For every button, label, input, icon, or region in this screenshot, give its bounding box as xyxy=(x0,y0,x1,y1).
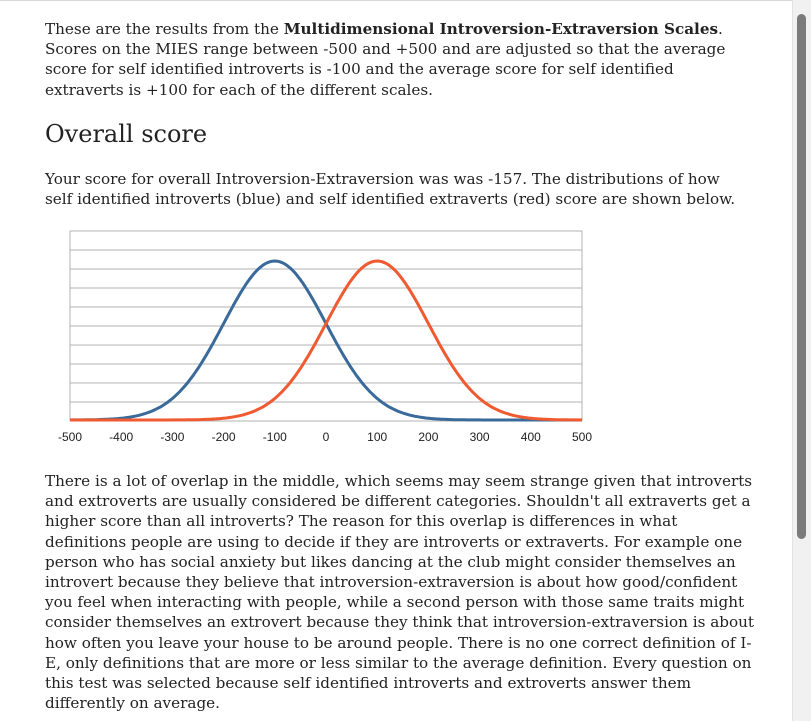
series-line-1 xyxy=(70,259,582,422)
intro-test-name: Multidimensional Introversion-Extraversi… xyxy=(283,20,719,38)
section-heading-overall-score: Overall score xyxy=(45,120,208,148)
x-tick-label: 100 xyxy=(367,430,387,444)
x-tick-label: -300 xyxy=(160,430,184,444)
intro-paragraph: These are the results from the Multidime… xyxy=(45,19,750,100)
score-paragraph: Your score for overall Introversion-Extr… xyxy=(45,170,736,209)
x-tick-label: 300 xyxy=(470,430,490,444)
x-tick-label: 0 xyxy=(323,430,330,444)
page-content: These are the results from the Multidime… xyxy=(0,0,792,713)
scrollbar-thumb[interactable] xyxy=(797,14,806,539)
intro-text-after: . Scores on the MIES range between -500 … xyxy=(45,20,726,99)
distribution-chart: -500 -400 -300 -200 -100 0 100 200 300 400 500 xyxy=(48,223,608,453)
x-tick-label: -100 xyxy=(263,430,287,444)
x-tick-label: 200 xyxy=(418,430,438,444)
overlap-explanation-paragraph: There is a lot of overlap in the middle,… xyxy=(45,472,754,713)
x-tick-label: -200 xyxy=(212,430,236,444)
x-tick-label: -500 xyxy=(58,430,82,444)
distribution-chart-svg: -500 -400 -300 -200 -100 0 100 200 300 400 500 xyxy=(58,230,592,444)
x-tick-label: 500 xyxy=(572,430,592,444)
x-tick-label: -400 xyxy=(109,430,133,444)
intro-text-before: These are the results from the xyxy=(45,20,284,38)
vertical-scrollbar[interactable] xyxy=(792,0,811,721)
x-tick-label: 400 xyxy=(521,430,541,444)
